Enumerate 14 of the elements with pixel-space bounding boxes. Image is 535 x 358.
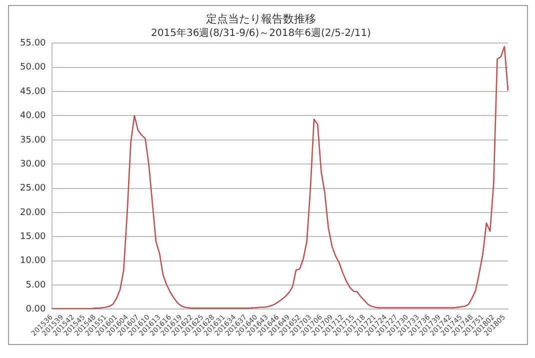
y-tick-label: 55.00 — [20, 38, 46, 49]
chart-subtitle: 2015年36週(8/31-9/6)～2018年6週(2/5-2/11) — [151, 26, 372, 39]
y-tick-label: 30.00 — [20, 159, 46, 170]
y-tick-label: 5.00 — [26, 280, 46, 290]
y-tick-label: 20.00 — [20, 208, 46, 218]
y-tick-label: 40.00 — [20, 111, 46, 122]
y-tick-label: 25.00 — [20, 184, 46, 194]
y-tick-label: 15.00 — [20, 232, 46, 242]
y-tick-label: 45.00 — [20, 86, 46, 97]
y-tick-label: 10.00 — [20, 256, 46, 266]
chart-title: 定点当たり報告数推移 — [206, 12, 316, 26]
y-tick-label: 0.00 — [26, 304, 46, 315]
y-tick-label: 50.00 — [20, 62, 46, 73]
y-tick-label: 35.00 — [20, 135, 46, 146]
